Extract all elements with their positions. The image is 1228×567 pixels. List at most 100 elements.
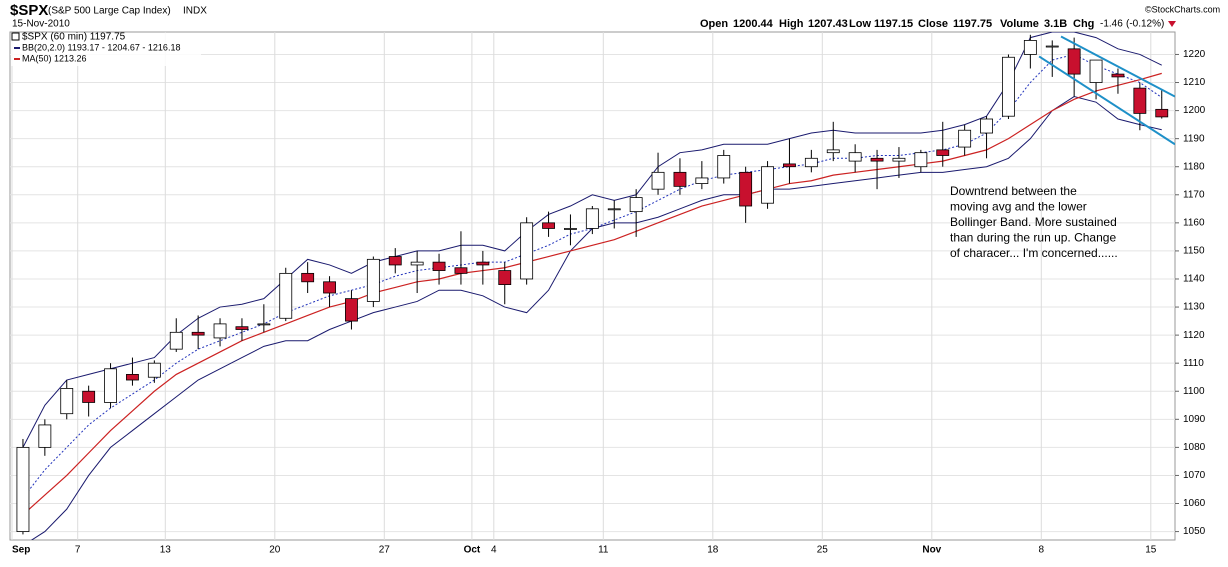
y-tick-label: 1180 [1183, 161, 1205, 172]
candle-body [892, 157, 906, 162]
volume-label: Volume [1000, 18, 1039, 30]
down-arrow [1168, 21, 1176, 27]
y-tick-label: 1060 [1183, 498, 1206, 509]
candle-body [542, 222, 555, 229]
annotation: Bollinger Band. More sustained [950, 215, 1117, 229]
y-tick-label: 1130 [1183, 302, 1205, 313]
close-label: Close [918, 18, 948, 30]
x-tick-label: 13 [160, 545, 172, 556]
x-tick-label: 4 [491, 545, 497, 556]
candle-body [323, 281, 336, 294]
candle-body [104, 368, 117, 403]
candle-body [1133, 87, 1147, 114]
symbol: $SPX [10, 2, 48, 19]
candle-body [279, 272, 293, 319]
plot [10, 32, 1175, 540]
bb-upper [22, 32, 1162, 448]
x-tick-label: Sep [12, 545, 30, 556]
y-tick-label: 1090 [1183, 414, 1206, 425]
y-tick-label: 1100 [1183, 386, 1205, 397]
plot-frame [9, 31, 1176, 541]
chg-pct: (-0.12%) [1126, 19, 1164, 30]
candle-body [1067, 48, 1081, 75]
candle-body [914, 152, 928, 168]
y-tick-label: 1220 [1183, 49, 1206, 60]
x-tick-label: 15 [1145, 545, 1157, 556]
x-tick-label: 8 [1039, 545, 1045, 556]
x-tick-label: Nov [922, 545, 941, 556]
y-tick-label: 1160 [1183, 217, 1205, 228]
legend-icon [11, 32, 20, 41]
x-tick-label: Oct [464, 545, 481, 556]
y-tick-label: 1150 [1183, 246, 1205, 257]
candle-body [191, 331, 205, 336]
candle-body [673, 171, 687, 187]
candle-body [388, 256, 402, 266]
candle-body [82, 390, 96, 403]
y-tick-label: 1140 [1183, 274, 1205, 285]
y-tick-label: 1110 [1183, 358, 1204, 369]
legend-entry: MA(50) 1213.26 [22, 53, 87, 63]
moving-average [22, 72, 1162, 516]
x-tick-label: 27 [379, 545, 391, 556]
y-tick-label: 1120 [1183, 330, 1205, 341]
y-tick-label: 1050 [1183, 526, 1206, 537]
candle-body [1111, 73, 1125, 78]
candle-body [739, 171, 753, 207]
candle-body [366, 258, 380, 302]
candle-body [804, 157, 818, 168]
x-tick-label: 20 [269, 545, 281, 556]
open-value: 1200.44 [733, 18, 774, 30]
candle-body [936, 149, 950, 156]
candle-body [629, 197, 643, 213]
candle-body [826, 149, 840, 154]
candle-body [60, 388, 74, 415]
trendline [1060, 35, 1175, 98]
y-tick-label: 1210 [1183, 77, 1206, 88]
candle-body [454, 267, 468, 274]
candle-body [126, 374, 139, 381]
legend-box [11, 33, 201, 66]
candle-body [476, 261, 490, 266]
candle-body [958, 129, 972, 148]
date: 15-Nov-2010 [12, 19, 70, 30]
candle-body [432, 261, 446, 271]
candle-body [345, 298, 358, 322]
candle-body [213, 323, 227, 339]
y-tick-label: 1080 [1183, 442, 1206, 453]
chg-label: Chg [1073, 18, 1094, 30]
candle-body [783, 163, 796, 168]
y-tick-label: 1070 [1183, 470, 1206, 481]
candle-body [147, 362, 161, 378]
bb-middle [22, 53, 1163, 499]
annotation: moving avg and the lower [950, 200, 1087, 214]
candle-body [761, 166, 774, 204]
x-tick-label: 7 [75, 545, 81, 556]
trendline [1038, 55, 1175, 146]
credit: ©StockCharts.com [1145, 4, 1220, 14]
candle-body [410, 261, 424, 266]
candle-body [169, 331, 183, 350]
candle-body [870, 157, 884, 162]
candle-body [16, 446, 30, 532]
candle-body [498, 270, 512, 285]
close-value: 1197.75 [953, 18, 992, 30]
candle-body [980, 118, 993, 134]
annotation: Downtrend between the [950, 184, 1077, 198]
candle-body [585, 208, 599, 229]
candle-body [520, 222, 534, 280]
description: (S&P 500 Large Cap Index) [48, 6, 171, 17]
open-label: Open [700, 18, 728, 30]
low-value: 1197.15 [874, 18, 913, 30]
candle-body [301, 272, 315, 283]
legend-entry: $SPX (60 min) 1197.75 [22, 32, 126, 43]
candle-body [1089, 59, 1103, 83]
y-tick-label: 1170 [1183, 189, 1205, 200]
exchange: INDX [183, 6, 207, 17]
y-tick-label: 1190 [1183, 133, 1205, 144]
candle-body [257, 323, 271, 326]
x-tick-label: 11 [598, 545, 609, 556]
